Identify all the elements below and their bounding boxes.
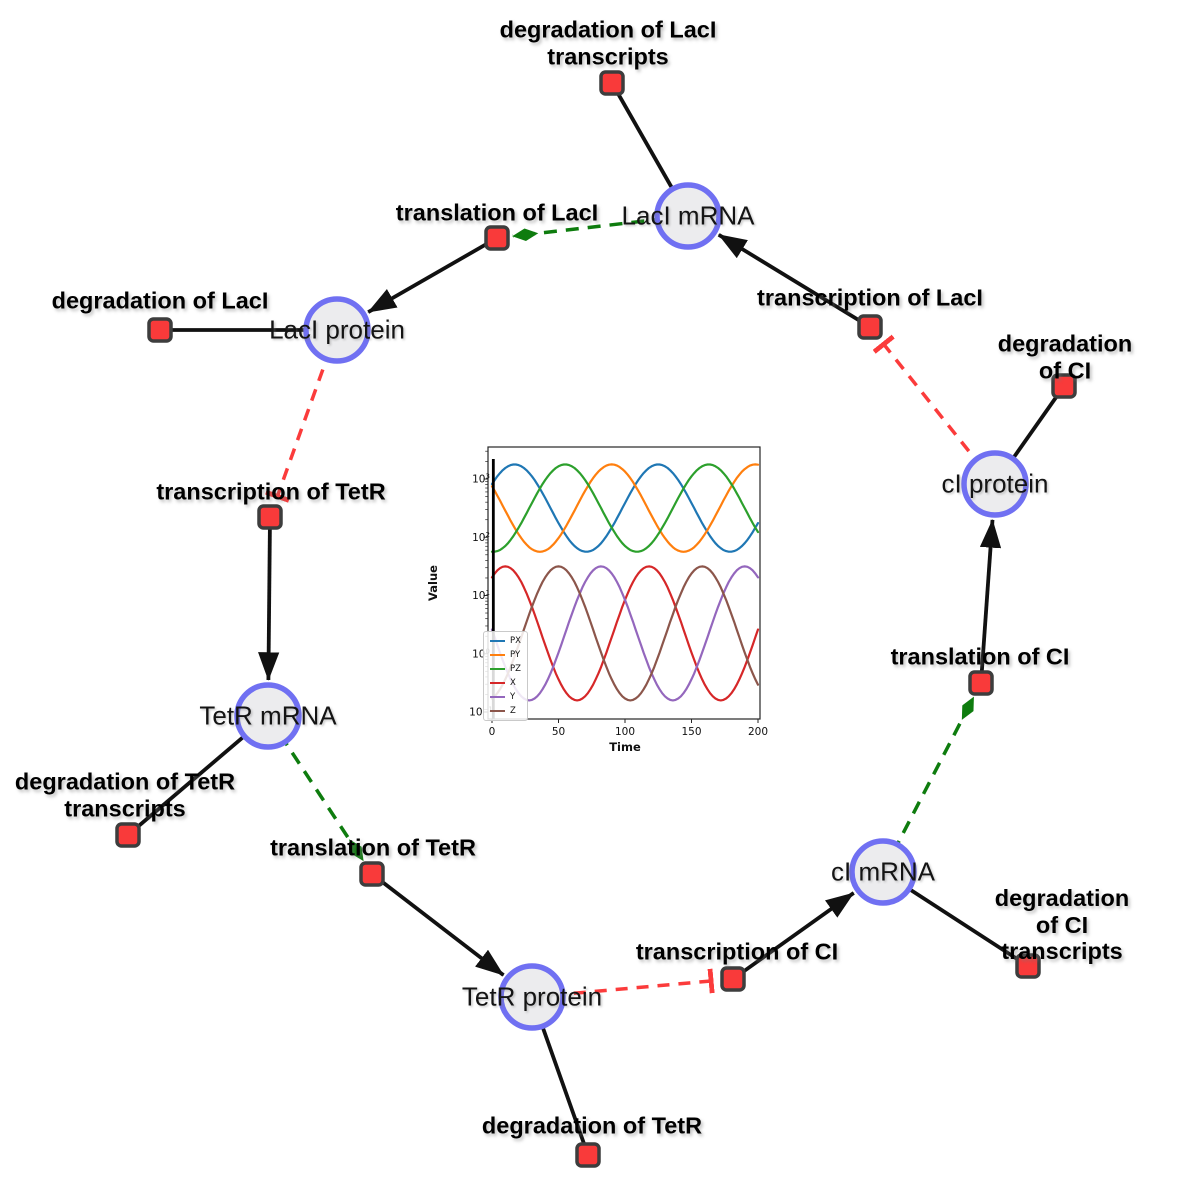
edge-production-transcr_ci-ci_mrna	[731, 891, 855, 981]
legend-label-PY: PY	[510, 650, 521, 661]
reaction-node-deg_ci_tr[interactable]	[1015, 953, 1041, 979]
series-line-X	[490, 565, 760, 702]
legend-entry-X: X	[490, 677, 521, 689]
reaction-node-transl_ci[interactable]	[968, 670, 994, 696]
species-node-laci_prot[interactable]	[303, 296, 371, 364]
legend-entry-Y: Y	[490, 691, 521, 703]
y-tick-label: 101	[472, 589, 490, 602]
reaction-node-deg_tetr_tr[interactable]	[115, 822, 141, 848]
reaction-node-transcr_tetr[interactable]	[257, 504, 283, 530]
legend-swatch-Z	[490, 709, 505, 712]
legend-swatch-PX	[490, 640, 505, 643]
reaction-node-transcr_ci[interactable]	[720, 966, 746, 992]
edge-production-transcr_tetr-tetr_mrna	[258, 516, 280, 681]
series-line-Y	[490, 565, 760, 702]
legend-label-X: X	[510, 677, 516, 688]
legend-entry-PZ: PZ	[490, 663, 521, 675]
x-axis-label: Time	[609, 740, 641, 754]
series-line-PY	[490, 463, 760, 553]
legend-entry-PY: PY	[490, 649, 521, 661]
legend-label-PX: PX	[510, 636, 521, 647]
edge-production-transcr_laci-laci_mrna	[717, 233, 871, 329]
edge-production-transl_tetr-tetr_prot	[370, 872, 505, 977]
legend-label-PZ: PZ	[510, 663, 521, 674]
axes-frame	[487, 446, 761, 720]
plot-legend: PX PY PZ X Y Z	[483, 631, 528, 721]
edge-production-transl_laci-laci_prot	[367, 236, 498, 314]
reaction-node-transcr_laci[interactable]	[857, 314, 883, 340]
series-line-PX	[490, 463, 760, 553]
x-tick-label: 200	[748, 726, 768, 738]
series-line-Z	[490, 565, 760, 702]
legend-label-Z: Z	[510, 705, 516, 716]
legend-swatch-PZ	[490, 667, 505, 670]
reaction-node-deg_tetr[interactable]	[575, 1142, 601, 1168]
species-node-ci_prot[interactable]	[961, 450, 1029, 518]
reaction-node-deg_laci[interactable]	[147, 317, 173, 343]
legend-swatch-PY	[490, 654, 505, 657]
legend-label-Y: Y	[510, 691, 516, 702]
species-node-tetr_mrna[interactable]	[234, 682, 302, 750]
legend-swatch-X	[490, 681, 505, 684]
legend-swatch-Y	[490, 695, 505, 698]
reaction-node-transl_tetr[interactable]	[359, 861, 385, 887]
legend-entry-Z: Z	[490, 704, 521, 716]
series-line-PZ	[490, 463, 760, 553]
reaction-node-transl_laci[interactable]	[484, 225, 510, 251]
reaction-node-deg_laci_tr[interactable]	[599, 70, 625, 96]
x-tick-label: 150	[681, 726, 701, 738]
species-node-laci_mrna[interactable]	[654, 182, 722, 250]
y-tick-label: 103	[472, 473, 490, 486]
x-tick-label: 50	[552, 726, 565, 738]
edge-production-transl_ci-ci_prot	[979, 519, 1002, 684]
legend-entry-PX: PX	[490, 635, 521, 647]
nodes-layer	[115, 70, 1077, 1168]
y-axis-label: Value	[426, 565, 440, 601]
species-node-tetr_prot[interactable]	[498, 963, 566, 1031]
species-node-ci_mrna[interactable]	[849, 838, 917, 906]
x-tick-label: 100	[615, 726, 635, 738]
y-tick-label: 102	[472, 531, 490, 544]
reaction-node-deg_ci[interactable]	[1051, 373, 1077, 399]
x-tick-label: 0	[489, 726, 496, 738]
